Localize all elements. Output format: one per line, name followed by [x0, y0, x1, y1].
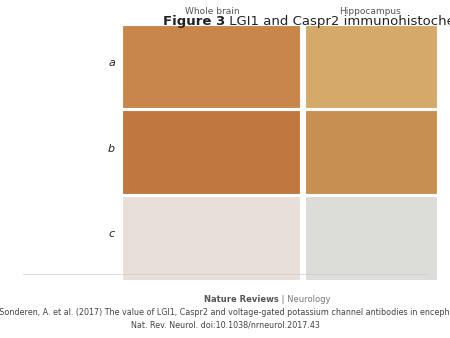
- Bar: [122, 110, 300, 194]
- Text: c: c: [108, 229, 115, 239]
- Bar: [305, 25, 436, 108]
- Text: a: a: [108, 58, 115, 68]
- Bar: [305, 110, 436, 194]
- Text: b: b: [108, 144, 115, 153]
- Text: Hippocampus: Hippocampus: [339, 7, 400, 16]
- Text: Nature Reviews: Nature Reviews: [204, 295, 279, 304]
- Text: Figure 3: Figure 3: [163, 16, 225, 28]
- Text: van Sonderen, A. et al. (2017) The value of LGI1, Caspr2 and voltage-gated potas: van Sonderen, A. et al. (2017) The value…: [0, 308, 450, 329]
- Text: LGI1 and Caspr2 immunohistochemistry on rat brain: LGI1 and Caspr2 immunohistochemistry on …: [225, 16, 450, 28]
- Text: | Neurology: | Neurology: [279, 295, 330, 304]
- Bar: [122, 196, 300, 280]
- Bar: [305, 196, 436, 280]
- Text: Whole brain: Whole brain: [185, 7, 239, 16]
- Bar: [122, 25, 300, 108]
